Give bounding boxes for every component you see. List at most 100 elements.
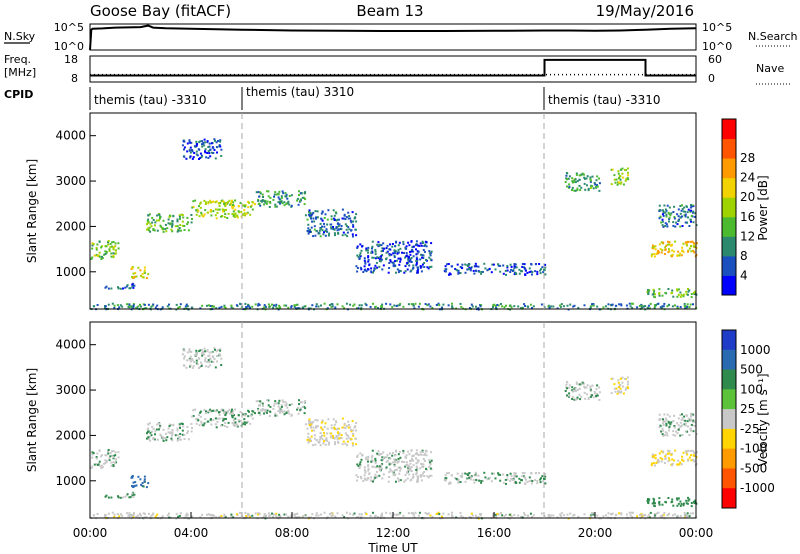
echo-mark xyxy=(406,477,409,480)
echo-mark xyxy=(108,248,111,251)
echo-mark xyxy=(473,481,476,484)
echo-mark xyxy=(324,234,327,237)
echo-mark xyxy=(335,212,338,215)
echo-mark xyxy=(415,457,417,460)
echo-mark xyxy=(628,511,631,514)
echo-mark xyxy=(442,512,445,515)
echo-mark xyxy=(167,222,170,225)
echo-mark xyxy=(617,391,620,394)
echo-mark xyxy=(193,152,196,154)
echo-mark xyxy=(620,303,623,306)
echo-mark xyxy=(567,386,570,389)
echo-mark xyxy=(156,423,159,426)
echo-mark xyxy=(249,422,252,425)
echo-mark xyxy=(311,220,313,223)
echo-mark xyxy=(349,428,352,431)
echo-mark xyxy=(355,443,358,446)
echo-mark xyxy=(683,415,686,418)
echo-mark xyxy=(677,293,680,296)
echo-mark xyxy=(191,306,194,309)
echo-mark xyxy=(323,434,326,437)
echo-mark xyxy=(580,395,583,398)
echo-mark xyxy=(206,349,209,352)
echo-mark xyxy=(233,424,236,427)
echo-mark xyxy=(404,265,407,268)
echo-mark xyxy=(214,157,217,160)
echo-mark xyxy=(671,514,674,517)
echo-mark xyxy=(286,411,288,414)
echo-mark xyxy=(466,477,469,480)
echo-mark xyxy=(151,430,154,433)
echo-mark xyxy=(207,359,210,362)
echo-mark xyxy=(684,419,687,422)
echo-mark xyxy=(310,421,312,424)
echo-mark xyxy=(297,516,300,519)
echo-mark xyxy=(676,422,679,425)
echo-mark xyxy=(168,303,170,306)
echo-mark xyxy=(343,426,346,429)
echo-mark xyxy=(692,458,695,461)
echo-mark xyxy=(159,426,161,429)
x-axis-label: Time UT xyxy=(367,541,418,554)
echo-mark xyxy=(347,435,350,438)
echo-mark xyxy=(676,295,679,298)
echo-mark xyxy=(245,306,248,309)
echo-mark xyxy=(457,481,460,484)
echo-mark xyxy=(281,190,284,193)
echo-mark xyxy=(201,354,204,357)
echo-mark xyxy=(261,408,264,410)
echo-mark xyxy=(422,257,425,259)
echo-mark xyxy=(204,150,206,153)
echo-mark xyxy=(263,515,266,518)
echo-mark xyxy=(363,257,366,260)
colorbar-tick-label: 28 xyxy=(740,151,755,165)
echo-mark xyxy=(132,272,135,275)
echo-mark xyxy=(186,150,189,153)
echo-mark xyxy=(209,364,212,367)
echo-mark xyxy=(367,256,370,259)
echo-mark xyxy=(198,424,201,427)
echo-mark xyxy=(406,268,409,271)
echo-mark xyxy=(665,223,668,226)
echo-mark xyxy=(146,432,148,435)
echo-mark xyxy=(232,413,235,415)
velocity-colorbar-label: Velocity [m s⁻¹] xyxy=(756,373,770,466)
echo-mark xyxy=(690,293,693,295)
echo-mark xyxy=(524,305,527,307)
echo-mark xyxy=(310,226,313,229)
echo-mark xyxy=(589,387,592,390)
echo-mark xyxy=(657,249,660,252)
echo-mark xyxy=(412,513,415,516)
echo-mark xyxy=(354,228,357,231)
echo-mark xyxy=(415,240,418,243)
echo-mark xyxy=(374,514,377,517)
echo-mark xyxy=(421,254,424,257)
echo-mark xyxy=(257,191,260,194)
echo-mark xyxy=(244,205,247,208)
echo-mark xyxy=(273,402,276,405)
echo-mark xyxy=(338,223,341,226)
echo-mark xyxy=(688,498,691,501)
echo-mark xyxy=(667,513,670,516)
echo-mark xyxy=(559,513,562,516)
echo-mark xyxy=(218,515,221,518)
echo-mark xyxy=(283,513,286,516)
echo-mark xyxy=(191,415,194,418)
echo-mark xyxy=(236,216,239,219)
echo-mark xyxy=(409,459,411,462)
echo-mark xyxy=(161,515,164,518)
echo-mark xyxy=(411,458,414,460)
echo-mark xyxy=(91,256,94,259)
echo-mark xyxy=(395,271,397,274)
echo-mark xyxy=(374,253,377,256)
echo-mark xyxy=(497,473,500,476)
echo-mark xyxy=(671,458,674,461)
echo-mark xyxy=(188,348,191,351)
echo-mark xyxy=(652,502,655,505)
echo-mark xyxy=(220,215,223,218)
echo-mark xyxy=(660,430,663,433)
echo-mark xyxy=(672,430,675,433)
echo-mark xyxy=(274,400,277,403)
echo-mark xyxy=(284,404,287,407)
echo-mark xyxy=(204,357,207,360)
